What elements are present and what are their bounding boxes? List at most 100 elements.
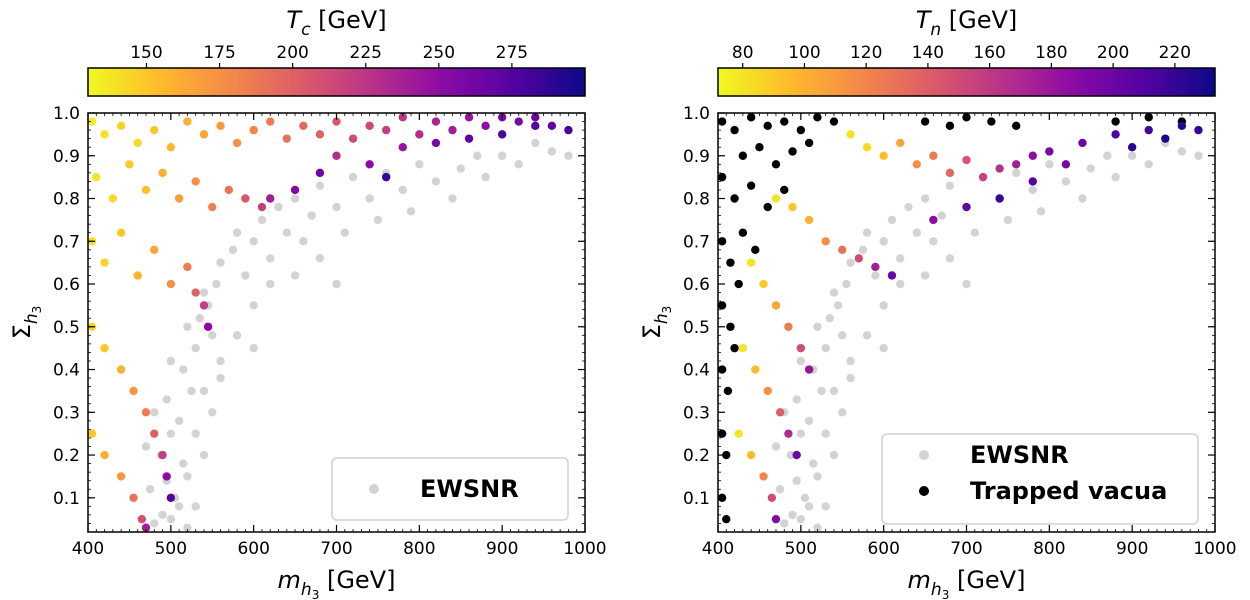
point-ewsnr bbox=[473, 151, 482, 160]
point-ewsnr bbox=[162, 395, 171, 404]
point-colored bbox=[1078, 138, 1087, 148]
point-ewsnr bbox=[813, 472, 822, 481]
point-ewsnr bbox=[1177, 147, 1187, 156]
y-tick-label: 0.9 bbox=[53, 147, 80, 167]
point-ewsnr bbox=[813, 523, 822, 532]
point-colored bbox=[241, 194, 250, 203]
colorbar-tick-label: 150 bbox=[130, 43, 162, 63]
point-ewsnr bbox=[813, 322, 822, 331]
y-tick-label: 0.2 bbox=[53, 446, 80, 466]
point-colored bbox=[398, 113, 407, 122]
point-ewsnr bbox=[373, 215, 383, 225]
point-ewsnr bbox=[232, 228, 242, 237]
panel-right: 80 100 120 140 160 180 200 220 Tn [GeV] 400 500 600… bbox=[638, 6, 1237, 600]
point-colored bbox=[879, 151, 888, 160]
point-ewsnr bbox=[141, 442, 151, 451]
y-tick-label: 0.5 bbox=[683, 318, 710, 338]
colorbar-tick-label: 200 bbox=[1097, 43, 1129, 63]
point-ewsnr bbox=[904, 202, 913, 212]
point-ewsnr bbox=[183, 472, 192, 481]
point-ewsnr bbox=[307, 211, 316, 220]
point-ewsnr bbox=[804, 416, 814, 426]
point-ewsnr bbox=[846, 258, 855, 267]
point-colored bbox=[862, 143, 872, 152]
point-ewsnr bbox=[962, 279, 971, 289]
point-colored bbox=[464, 113, 474, 122]
point-colored bbox=[100, 343, 109, 353]
x-tick-label: 500 bbox=[155, 539, 187, 559]
point-ewsnr bbox=[780, 519, 789, 528]
point-ewsnr bbox=[800, 493, 810, 502]
y-tick-label: 0.1 bbox=[53, 489, 80, 509]
point-colored bbox=[771, 301, 781, 310]
y-tick-label: 0.6 bbox=[53, 275, 80, 295]
point-trapped-vacua bbox=[718, 117, 727, 126]
colorbar-tick-label: 250 bbox=[423, 43, 455, 63]
point-ewsnr bbox=[1045, 160, 1054, 169]
point-colored bbox=[1045, 147, 1054, 156]
point-colored bbox=[100, 130, 109, 139]
point-ewsnr bbox=[266, 254, 275, 263]
point-colored bbox=[771, 194, 781, 203]
colorbar-tick-label: 175 bbox=[203, 43, 235, 63]
point-colored bbox=[166, 143, 176, 152]
legend: EWSNR bbox=[331, 457, 569, 521]
point-ewsnr bbox=[809, 459, 818, 468]
y-axis-label: Σh3 bbox=[638, 306, 674, 340]
point-ewsnr bbox=[796, 514, 806, 524]
point-ewsnr bbox=[290, 271, 300, 280]
point-colored bbox=[332, 151, 341, 160]
point-colored bbox=[746, 258, 756, 267]
point-colored bbox=[1194, 125, 1203, 135]
point-ewsnr bbox=[249, 301, 258, 310]
point-ewsnr bbox=[1036, 207, 1046, 216]
y-tick-label: 0.3 bbox=[53, 403, 80, 423]
point-colored bbox=[315, 130, 325, 139]
x-tick-label: 600 bbox=[237, 539, 269, 559]
point-ewsnr bbox=[829, 288, 839, 297]
scatter-points bbox=[88, 113, 573, 532]
point-ewsnr bbox=[208, 331, 217, 340]
point-ewsnr bbox=[199, 386, 209, 396]
point-colored bbox=[788, 202, 797, 212]
colorbar-tick-label: 160 bbox=[973, 43, 1005, 63]
scatter-points bbox=[718, 113, 1203, 532]
point-colored bbox=[183, 262, 192, 272]
point-trapped-vacua bbox=[738, 228, 748, 237]
point-trapped-vacua bbox=[723, 386, 733, 396]
point-ewsnr bbox=[564, 151, 573, 160]
point-ewsnr bbox=[825, 314, 835, 323]
point-colored bbox=[1144, 125, 1153, 135]
point-ewsnr bbox=[406, 207, 416, 216]
point-ewsnr bbox=[315, 181, 325, 190]
point-ewsnr bbox=[365, 194, 374, 203]
point-ewsnr bbox=[216, 373, 225, 383]
point-trapped-vacua bbox=[771, 160, 781, 169]
point-colored bbox=[162, 472, 171, 481]
point-colored bbox=[854, 254, 864, 263]
point-colored bbox=[266, 117, 275, 126]
point-ewsnr bbox=[838, 331, 847, 340]
point-colored bbox=[191, 177, 200, 186]
point-colored bbox=[531, 113, 540, 122]
panel-left: 150 175 200 225 250 275 Tc [GeV] 400 500 600 700 80… bbox=[8, 6, 607, 600]
point-colored bbox=[912, 160, 921, 169]
point-colored bbox=[738, 343, 748, 353]
point-colored bbox=[792, 450, 801, 460]
point-ewsnr bbox=[166, 429, 176, 438]
point-colored bbox=[249, 125, 258, 135]
point-colored bbox=[266, 194, 275, 203]
point-ewsnr bbox=[531, 138, 540, 148]
point-ewsnr bbox=[920, 194, 930, 203]
point-colored bbox=[784, 429, 793, 438]
point-ewsnr bbox=[945, 254, 955, 263]
point-ewsnr bbox=[920, 271, 930, 280]
legend-marker bbox=[369, 484, 379, 494]
point-trapped-vacua bbox=[763, 202, 772, 212]
point-colored bbox=[129, 386, 138, 396]
point-colored bbox=[116, 365, 126, 374]
y-tick-label: 1.0 bbox=[53, 104, 80, 124]
point-colored bbox=[415, 130, 424, 139]
point-colored bbox=[365, 160, 374, 169]
colorbar-tick-label: 80 bbox=[732, 43, 754, 63]
